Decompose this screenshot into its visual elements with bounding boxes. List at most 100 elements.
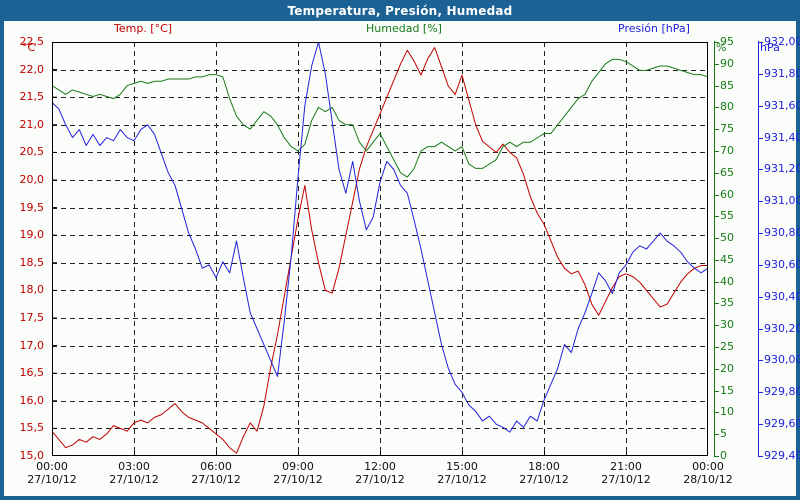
- pressure-tick: 929,40: [764, 449, 800, 462]
- humidity-tick-mark: [715, 194, 719, 196]
- humidity-tick-mark: [715, 347, 719, 349]
- humidity-tick-mark: [715, 281, 719, 283]
- time-tick: 03:00 27/10/12: [92, 460, 176, 486]
- humidity-tick: 90: [720, 56, 734, 70]
- humidity-tick-mark: [715, 325, 719, 327]
- pressure-tick: 931,80: [764, 66, 800, 80]
- humidity-axis-line: [714, 41, 715, 457]
- humidity-tick: 30: [720, 318, 734, 332]
- pressure-tick: 929,80: [764, 385, 800, 399]
- temperature-tick: 16,0: [19, 393, 45, 407]
- humidity-tick-mark: [715, 42, 719, 43]
- temperature-tick: 15,5: [19, 421, 45, 435]
- humidity-tick: 25: [720, 340, 734, 354]
- temperature-tick: 22,0: [19, 62, 45, 76]
- legend-item-humidity: Humedad [%]: [366, 21, 442, 37]
- legend-label-temperature: Temp. [°C]: [114, 22, 173, 35]
- time-tick: 09:00 27/10/12: [256, 460, 340, 486]
- time-tick-hour: 21:00: [610, 460, 642, 473]
- time-tick-hour: 18:00: [528, 460, 560, 473]
- legend-item-pressure: Presión [hPa]: [618, 21, 690, 37]
- humidity-tick-mark: [715, 368, 719, 370]
- temperature-tick: 20,5: [19, 145, 45, 159]
- time-tick-hour: 06:00: [200, 460, 232, 473]
- time-tick-hour: 00:00: [36, 460, 68, 473]
- legend-label-pressure: Presión [hPa]: [618, 22, 690, 35]
- humidity-tick-mark: [715, 216, 719, 218]
- time-tick-date: 27/10/12: [437, 473, 487, 486]
- time-tick: 18:00 27/10/12: [502, 460, 586, 486]
- time-tick-hour: 12:00: [364, 460, 396, 473]
- humidity-tick: 15: [720, 383, 734, 397]
- pressure-tick: 931,60: [764, 98, 800, 112]
- humidity-tick-mark: [715, 303, 719, 305]
- pressure-tick: 931,20: [764, 162, 800, 176]
- humidity-tick-mark: [715, 172, 719, 174]
- time-tick: 15:00 27/10/12: [420, 460, 504, 486]
- window-titlebar: Temperatura, Presión, Humedad: [0, 0, 800, 21]
- humidity-tick: 20: [720, 361, 734, 375]
- temperature-tick: 16,5: [19, 366, 45, 380]
- humidity-tick-mark: [715, 107, 719, 109]
- pressure-tick-mark: [759, 360, 763, 362]
- time-tick-hour: 00:00: [692, 460, 724, 473]
- time-tick-date: 27/10/12: [519, 473, 569, 486]
- humidity-tick: 60: [720, 187, 734, 201]
- pressure-tick-mark: [759, 328, 763, 330]
- pressure-tick: 930,60: [764, 257, 800, 271]
- humidity-tick: 65: [720, 165, 734, 179]
- humidity-tick: 40: [720, 274, 734, 288]
- humidity-tick: 10: [720, 405, 734, 419]
- chart-canvas: Temp. [°C] Humedad [%] Presión [hPa] °C …: [4, 21, 800, 496]
- humidity-tick: 45: [720, 252, 734, 266]
- pressure-tick-mark: [759, 264, 763, 266]
- pressure-tick-mark: [759, 233, 763, 235]
- temperature-tick: 15,0: [19, 449, 45, 462]
- temperature-tick: 17,5: [19, 311, 45, 324]
- pressure-tick: 931,00: [764, 194, 800, 208]
- humidity-tick: 5: [720, 427, 727, 441]
- temperature-tick: 17,0: [19, 338, 45, 352]
- time-tick: 00:00 28/10/12: [666, 460, 750, 486]
- humidity-tick: 55: [720, 209, 734, 223]
- humidity-tick: 35: [720, 296, 734, 310]
- time-tick-hour: 09:00: [282, 460, 314, 473]
- temperature-tick: 18,0: [19, 283, 45, 297]
- time-tick-date: 27/10/12: [109, 473, 159, 486]
- pressure-tick-mark: [759, 42, 763, 43]
- humidity-tick-mark: [715, 456, 719, 457]
- pressure-tick: 932,00: [764, 35, 800, 48]
- humidity-tick-mark: [715, 434, 719, 436]
- pressure-tick: 930,00: [764, 353, 800, 367]
- time-tick: 12:00 27/10/12: [338, 460, 422, 486]
- temperature-tick: 19,5: [19, 200, 45, 214]
- temperature-tick: 21,0: [19, 117, 45, 131]
- pressure-tick-mark: [759, 105, 763, 107]
- humidity-tick-mark: [715, 63, 719, 65]
- humidity-tick: 95: [720, 35, 734, 48]
- pressure-tick: 931,40: [764, 130, 800, 144]
- humidity-tick-mark: [715, 238, 719, 240]
- humidity-tick: 70: [720, 143, 734, 157]
- humidity-tick: 50: [720, 231, 734, 245]
- pressure-tick-mark: [759, 392, 763, 394]
- pressure-tick-mark: [759, 137, 763, 139]
- humidity-tick-mark: [715, 412, 719, 414]
- humidity-tick-mark: [715, 259, 719, 261]
- time-tick-date: 27/10/12: [355, 473, 405, 486]
- temperature-tick: 19,0: [19, 228, 45, 242]
- pressure-tick-mark: [759, 424, 763, 426]
- time-tick-date: 27/10/12: [191, 473, 241, 486]
- temperature-tick: 18,5: [19, 255, 45, 269]
- humidity-tick-mark: [715, 150, 719, 152]
- axis-title-pressure: hPa: [760, 41, 780, 54]
- temperature-tick: 20,0: [19, 173, 45, 186]
- pressure-tick-mark: [759, 169, 763, 171]
- humidity-tick-mark: [715, 390, 719, 392]
- time-tick-date: 28/10/12: [683, 473, 733, 486]
- pressure-axis-line: [758, 41, 759, 457]
- plot-svg: [52, 42, 708, 456]
- temperature-tick: 22,5: [19, 35, 45, 48]
- pressure-tick: 930,40: [764, 289, 800, 303]
